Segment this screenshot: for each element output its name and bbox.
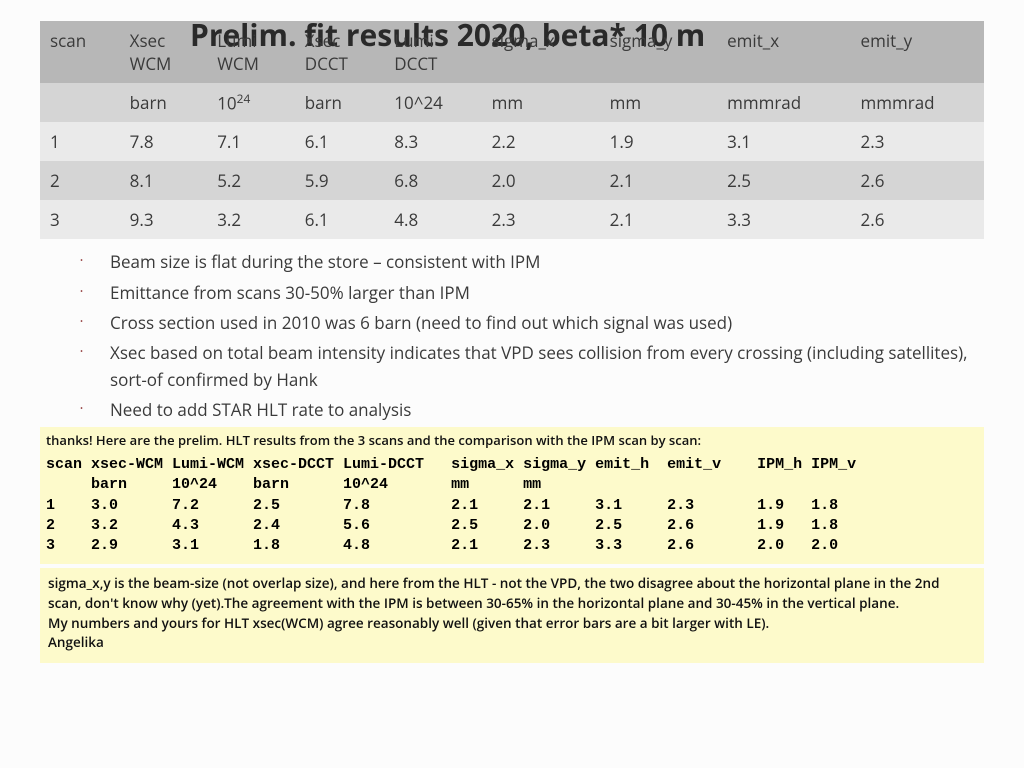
table-row: 3 9.3 3.2 6.1 4.8 2.3 2.1 3.3 2.6 [40, 200, 984, 239]
list-item: Beam size is flat during the store – con… [70, 249, 984, 275]
table-units-row: barn 1024 barn 10^24 mm mm mmmrad mmmrad [40, 83, 984, 123]
cell: 3.3 [717, 200, 850, 239]
list-item: Emittance from scans 30-50% larger than … [70, 280, 984, 306]
unit-sigma-y: mm [600, 83, 717, 123]
list-item: Xsec based on total beam intensity indic… [70, 340, 984, 393]
note-intro: thanks! Here are the prelim. HLT results… [46, 431, 978, 449]
unit-emit-y: mmmrad [851, 83, 984, 123]
cell: 2 [40, 161, 120, 200]
table-row: 1 7.8 7.1 6.1 8.3 2.2 1.9 3.1 2.3 [40, 122, 984, 161]
note-mono-table: scan xsec-WCM Lumi-WCM xsec-DCCT Lumi-DC… [46, 455, 978, 556]
unit-xsec-dcct: barn [295, 83, 385, 123]
unit-scan [40, 83, 120, 123]
cell: 3.2 [207, 200, 295, 239]
cell: 1.9 [600, 122, 717, 161]
note-footer: sigma_x,y is the beam-size (not overlap … [40, 568, 984, 662]
cell: 2.0 [482, 161, 600, 200]
list-item: Need to add STAR HLT rate to analysis [70, 397, 984, 423]
cell: 5.9 [295, 161, 385, 200]
unit-lumi-dcct: 10^24 [384, 83, 481, 123]
col-emit-x: emit_x [717, 21, 850, 83]
cell: 4.8 [384, 200, 481, 239]
col-emit-y: emit_y [851, 21, 984, 83]
cell: 9.3 [120, 200, 208, 239]
cell: 7.1 [207, 122, 295, 161]
bullet-list: Beam size is flat during the store – con… [70, 249, 984, 423]
unit-emit-x: mmmrad [717, 83, 850, 123]
cell: 2.2 [482, 122, 600, 161]
cell: 2.1 [600, 200, 717, 239]
cell: 2.6 [851, 161, 984, 200]
list-item: Cross section used in 2010 was 6 barn (n… [70, 310, 984, 336]
table-row: 2 8.1 5.2 5.9 6.8 2.0 2.1 2.5 2.6 [40, 161, 984, 200]
col-scan: scan [40, 21, 120, 83]
unit-xsec-wcm: barn [120, 83, 208, 123]
cell: 3 [40, 200, 120, 239]
cell: 1 [40, 122, 120, 161]
cell: 2.3 [851, 122, 984, 161]
cell: 8.1 [120, 161, 208, 200]
cell: 7.8 [120, 122, 208, 161]
cell: 6.8 [384, 161, 481, 200]
note-box: thanks! Here are the prelim. HLT results… [40, 427, 984, 564]
cell: 3.1 [717, 122, 850, 161]
cell: 8.3 [384, 122, 481, 161]
unit-lumi-wcm: 1024 [207, 83, 295, 123]
cell: 6.1 [295, 200, 385, 239]
unit-sigma-x: mm [482, 83, 600, 123]
cell: 2.6 [851, 200, 984, 239]
cell: 2.3 [482, 200, 600, 239]
cell: 6.1 [295, 122, 385, 161]
cell: 2.5 [717, 161, 850, 200]
cell: 5.2 [207, 161, 295, 200]
cell: 2.1 [600, 161, 717, 200]
